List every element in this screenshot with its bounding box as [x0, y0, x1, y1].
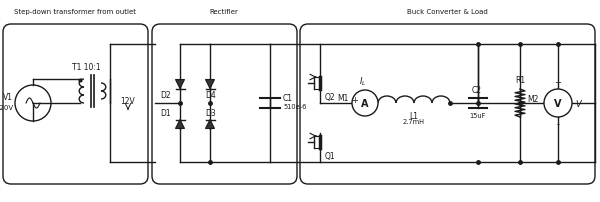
Text: Step-down transformer from outlet: Step-down transformer from outlet [14, 9, 136, 15]
Text: V: V [554, 99, 562, 108]
Text: Q2: Q2 [325, 93, 335, 102]
Text: Buck Converter & Load: Buck Converter & Load [407, 9, 487, 15]
Text: A: A [361, 99, 369, 108]
Text: 2.7mH: 2.7mH [403, 118, 425, 124]
Text: +: + [352, 96, 358, 105]
Polygon shape [206, 120, 215, 129]
Circle shape [352, 90, 378, 116]
Text: -: - [557, 119, 560, 128]
Text: V1: V1 [3, 93, 13, 102]
Text: 510e-6: 510e-6 [283, 103, 307, 109]
Text: $I_L$: $I_L$ [359, 75, 367, 87]
Polygon shape [176, 80, 185, 89]
Text: 12V: 12V [121, 97, 136, 106]
Text: $V$: $V$ [575, 98, 583, 109]
Text: D3: D3 [206, 109, 216, 118]
Text: L1: L1 [410, 112, 419, 120]
Circle shape [544, 89, 572, 117]
Polygon shape [176, 120, 185, 129]
Text: D1: D1 [160, 109, 171, 118]
Text: D2: D2 [160, 91, 171, 100]
Polygon shape [206, 80, 215, 89]
Text: M1: M1 [337, 94, 349, 103]
Text: C1: C1 [283, 94, 293, 103]
Text: 120V: 120V [0, 104, 13, 110]
Text: C2: C2 [472, 86, 482, 95]
Text: D4: D4 [206, 91, 216, 100]
Text: Rectifier: Rectifier [209, 9, 238, 15]
Text: M2: M2 [527, 95, 539, 104]
Text: 15uF: 15uF [469, 113, 485, 118]
Text: R1: R1 [515, 76, 525, 85]
Text: Q1: Q1 [325, 152, 335, 161]
Text: T1 10:1: T1 10:1 [71, 63, 100, 72]
Text: +: + [554, 78, 562, 87]
